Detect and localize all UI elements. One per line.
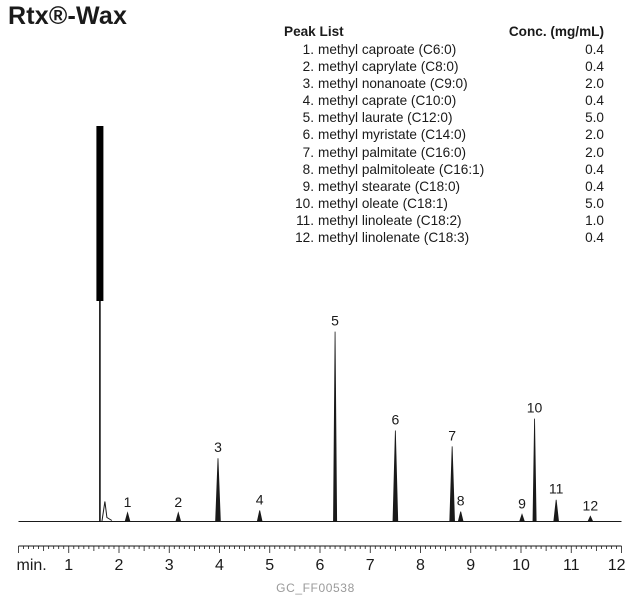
peak-number: 2. [302, 59, 314, 75]
concentration-value: 5.0 [585, 195, 604, 211]
compound-name: methyl myristate (C14:0) [318, 127, 467, 143]
peak-label-8: 8 [457, 493, 465, 509]
peak-list-rows: 1. methyl caproate (C6:0) 0.4 2. methyl capr… [284, 41, 604, 246]
tick-label: 4 [215, 557, 224, 574]
tick-label: 1 [64, 557, 73, 574]
concentration-header: Conc. (mg/mL) [508, 24, 604, 39]
trace-layer [18, 126, 622, 522]
figure-code: GC_FF00538 [276, 581, 355, 595]
peak-4 [256, 510, 263, 522]
compound-name: methyl caprylate (C8:0) [318, 59, 459, 75]
peak-list-title: Peak List [284, 24, 344, 39]
peak-label-11: 11 [549, 481, 564, 497]
compound-name: methyl linolenate (C18:3) [318, 230, 470, 246]
compound-name: methyl palmitoleate (C16:1) [318, 161, 485, 177]
solvent-peak-overload [96, 126, 104, 301]
peak-1 [124, 511, 131, 522]
compound-name: methyl caprate (C10:0) [318, 93, 457, 109]
compound-name: methyl stearate (C18:0) [318, 178, 461, 194]
peak-12 [587, 515, 594, 522]
peak-number: 4. [302, 93, 314, 109]
peak-list-header: Peak List Conc. (mg/mL) [284, 24, 604, 41]
time-axis: min. 1 2 3 4 5 6 7 8 9 10 11 12 [17, 545, 626, 574]
compound-name: methyl oleate (C18:1) [318, 195, 448, 211]
tick-label: 10 [512, 557, 530, 574]
concentration-value: 0.4 [585, 178, 604, 194]
peak-list-item: 2. methyl caprylate (C8:0) 0.4 [284, 58, 604, 75]
peak-list-item: 11. methyl linoleate (C18:2) 1.0 [284, 212, 604, 229]
peak-6 [392, 430, 399, 522]
concentration-value: 0.4 [585, 42, 604, 57]
tick-label: 8 [416, 557, 425, 574]
peak-number: 9. [302, 178, 314, 194]
chart-title: Rtx®-Wax [8, 2, 128, 30]
peak-9 [519, 513, 525, 522]
peak-label-5: 5 [331, 313, 339, 329]
concentration-value: 0.4 [585, 230, 604, 246]
compound-name: methyl laurate (C12:0) [318, 110, 453, 126]
tick-label: 12 [608, 557, 626, 574]
peak-list: Peak List Conc. (mg/mL) 1. methyl caproat… [284, 24, 604, 246]
tick-label: 6 [316, 557, 325, 574]
concentration-value: 5.0 [585, 110, 604, 126]
peak-list-item: 1. methyl caproate (C6:0) 0.4 [284, 41, 604, 58]
tick-label: 11 [563, 557, 580, 574]
peak-label-2: 2 [174, 494, 182, 510]
peak-label-9: 9 [518, 495, 526, 511]
peak-number: 11. [296, 212, 314, 228]
peak-number: 8. [302, 161, 314, 177]
compound-name: methyl nonanoate (C9:0) [318, 76, 468, 92]
tick-label: 7 [366, 557, 375, 574]
peak-number: 3. [302, 76, 314, 92]
concentration-value: 2.0 [585, 144, 604, 160]
tick-label: 5 [265, 557, 274, 574]
peak-list-item: 6. methyl myristate (C14:0) 2.0 [284, 126, 604, 143]
concentration-value: 2.0 [585, 76, 604, 92]
peak-label-4: 4 [256, 491, 264, 507]
peak-list-item: 10. methyl oleate (C18:1) 5.0 [284, 195, 604, 212]
peak-number: 10. [295, 195, 314, 211]
peak-label-6: 6 [391, 412, 399, 428]
concentration-value: 1.0 [585, 212, 604, 228]
peak-list-item: 8. methyl palmitoleate (C16:1) 0.4 [284, 161, 604, 178]
peak-5 [333, 331, 338, 522]
concentration-value: 2.0 [585, 127, 604, 143]
compound-name: methyl palmitate (C16:0) [318, 144, 467, 160]
tick-label: 2 [115, 557, 124, 574]
peak-3 [215, 458, 221, 522]
peak-number: 12. [295, 230, 314, 246]
peak-2 [175, 511, 182, 522]
solvent-tail [101, 501, 113, 522]
peak-list-item: 5. methyl laurate (C12:0) 5.0 [284, 109, 604, 126]
peak-list-item: 9. methyl stearate (C18:0) 0.4 [284, 178, 604, 195]
peak-number: 5. [302, 110, 314, 126]
peak-11 [553, 499, 560, 522]
peak-label-10: 10 [527, 400, 543, 416]
peak-label-7: 7 [448, 427, 456, 443]
concentration-value: 0.4 [585, 161, 604, 177]
peak-label-1: 1 [124, 494, 132, 510]
concentration-value: 0.4 [585, 59, 604, 75]
peak-number: 7. [302, 144, 314, 160]
peak-7 [449, 446, 455, 522]
peak-number: 6. [302, 127, 314, 143]
peak-10 [532, 418, 537, 522]
tick-label: 3 [165, 557, 174, 574]
peak-list-item: 4. methyl caprate (C10:0) 0.4 [284, 92, 604, 109]
peak-label-3: 3 [214, 439, 222, 455]
peak-label-12: 12 [583, 497, 599, 513]
peak-list-item: 7. methyl palmitate (C16:0) 2.0 [284, 144, 604, 161]
tick-label: 9 [466, 557, 475, 574]
compound-name: methyl linoleate (C18:2) [318, 212, 462, 228]
peak-8 [457, 511, 464, 522]
compound-name: methyl caproate (C6:0) [318, 42, 457, 57]
concentration-value: 0.4 [585, 93, 604, 109]
axis-unit-label: min. [17, 557, 47, 574]
peak-list-item: 12. methyl linolenate (C18:3) 0.4 [284, 229, 604, 246]
peak-list-item: 3. methyl nonanoate (C9:0) 2.0 [284, 75, 604, 92]
peak-number: 1. [302, 42, 314, 57]
